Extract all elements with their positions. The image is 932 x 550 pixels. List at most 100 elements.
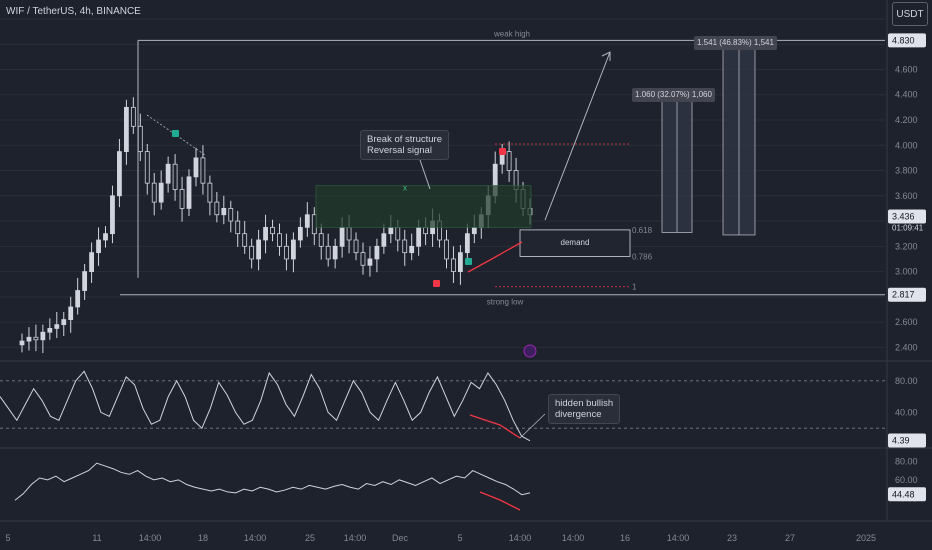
candle-body: [249, 245, 255, 260]
candle-body: [214, 201, 220, 216]
candle-body: [193, 157, 199, 178]
time-tick-label: 23: [727, 533, 737, 543]
candle-body: [68, 306, 74, 320]
currency-button[interactable]: USDT: [892, 2, 928, 26]
price-axis-badge: [888, 33, 926, 48]
candle-body: [458, 252, 463, 272]
osc-tick-label: 80.00: [895, 376, 918, 386]
candle-body: [151, 182, 157, 203]
buy-marker-1: [172, 130, 179, 137]
price-tick-label: 4.600: [895, 64, 918, 74]
candle-body: [179, 189, 185, 209]
time-tick-label: 14:00: [667, 533, 690, 543]
rsi-badge-text: 44.48: [892, 489, 915, 499]
candle-body: [130, 106, 136, 127]
projection-arrow: [544, 51, 611, 221]
sell-marker-2: [433, 280, 440, 287]
time-tick-label: 14:00: [344, 533, 367, 543]
candle-body: [304, 214, 310, 228]
candle-body: [228, 208, 234, 222]
candle-body: [416, 226, 422, 247]
fib-786-label: 0.786: [632, 252, 653, 261]
rsi-line: [14, 462, 531, 501]
time-tick-label: 25: [305, 533, 315, 543]
measure-small-label: 1.060 (32.07%) 1,060: [632, 88, 715, 102]
candle-body: [360, 252, 366, 266]
oscillator-line: [0, 370, 531, 442]
time-tick-label: 14:00: [509, 533, 532, 543]
candle-body: [165, 163, 171, 184]
candle-body: [117, 151, 122, 197]
time-tick-label: 2025: [856, 533, 876, 543]
price-axis-badge-text: 2.817: [892, 290, 915, 300]
time-tick-label: 27: [785, 533, 795, 543]
strong-low-label: strong low: [487, 298, 524, 307]
candle-body: [123, 106, 129, 152]
price-tick-label: 3.000: [895, 267, 918, 277]
demand-zone: [519, 229, 631, 257]
bos-line2: Reversal signal: [367, 145, 432, 156]
candle-body: [471, 226, 477, 235]
candle-body: [33, 336, 39, 341]
osc-badge: [888, 433, 926, 448]
fib-618-label: 0.618: [632, 226, 653, 235]
buy-marker-2: [465, 258, 472, 265]
candle-body: [47, 328, 53, 333]
bos-line1: Break of structure: [367, 134, 442, 145]
candle-body: [346, 226, 352, 241]
candle-body: [339, 226, 345, 247]
candle-body: [464, 233, 470, 254]
time-tick-label: 14:00: [244, 533, 267, 543]
price-tick-label: 4.000: [895, 140, 918, 150]
candle-body: [290, 239, 296, 260]
candle-body: [277, 233, 282, 247]
candle-body: [395, 226, 401, 241]
time-tick-label: 5: [5, 533, 10, 543]
rsi-tick-label: 80.00: [895, 456, 918, 466]
time-tick-label: 11: [92, 533, 101, 543]
demand-label: demand: [561, 238, 590, 247]
candle-body: [75, 290, 81, 308]
time-tick-label: 16: [620, 533, 630, 543]
div-note-connector: [519, 413, 546, 439]
price-tick-label: 2.400: [895, 342, 918, 352]
candle-body: [242, 233, 248, 247]
candle-body: [423, 226, 429, 235]
candle-body: [137, 125, 143, 152]
projection-arrowhead: [601, 51, 611, 61]
time-tick-label: 14:00: [139, 533, 162, 543]
candle-body: [40, 331, 46, 341]
price-tick-label: 4.400: [895, 90, 918, 100]
candle-body: [318, 233, 324, 247]
price-tick-label: 3.800: [895, 166, 918, 176]
price-axis-badge-text: 3.436: [892, 212, 915, 222]
candle-body: [325, 245, 331, 260]
candle-body: [297, 226, 303, 241]
rsi-tick-label: 60.00: [895, 475, 918, 485]
measure-big-label: 1.541 (46.83%) 1,541: [694, 36, 777, 50]
candle-body: [207, 182, 213, 203]
candle-body: [388, 226, 394, 235]
price-tick-label: 3.200: [895, 241, 918, 251]
weak-high-label: weak high: [493, 29, 530, 38]
time-tick-label: Dec: [392, 533, 409, 543]
time-tick-label: 18: [198, 533, 208, 543]
bos-arrow: [419, 159, 431, 190]
candle-body: [200, 157, 206, 184]
candle-body: [353, 239, 359, 254]
div-line1: hidden bullish: [555, 398, 614, 409]
candle-body: [235, 220, 241, 235]
osc-tick-label: 40.00: [895, 407, 918, 417]
time-tick-label: 14:00: [562, 533, 585, 543]
candle-body: [506, 151, 512, 171]
div-line2: divergence: [555, 409, 602, 420]
candle-body: [381, 233, 387, 247]
candle-body: [26, 336, 32, 342]
candle-body: [409, 245, 415, 254]
divergence-note: hidden bullish divergence: [548, 394, 621, 424]
osc-divergence-line: [469, 414, 521, 439]
candle-body: [186, 176, 192, 209]
time-tick-label: 5: [457, 533, 462, 543]
